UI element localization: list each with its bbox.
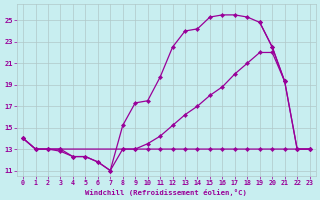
X-axis label: Windchill (Refroidissement éolien,°C): Windchill (Refroidissement éolien,°C)	[85, 189, 247, 196]
